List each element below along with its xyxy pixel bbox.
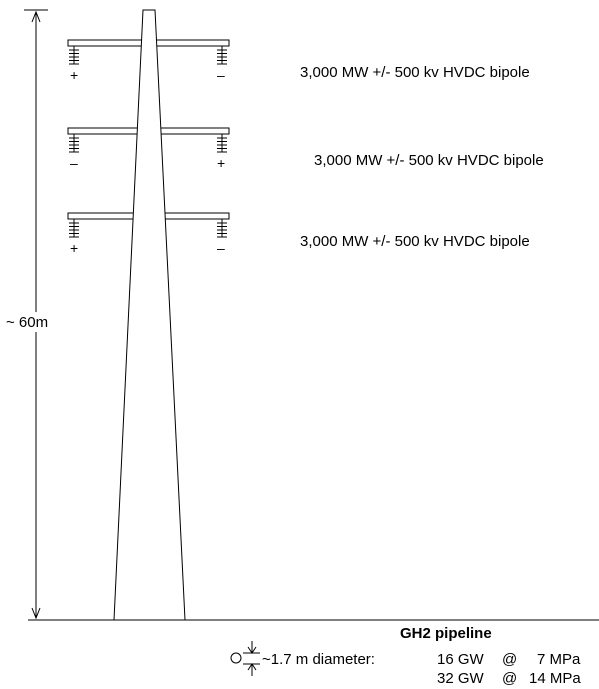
height-dimension: ~ 60m (4, 9, 66, 620)
crossarm-left (67, 127, 138, 135)
tower-mast (113, 9, 186, 621)
insulator-left (69, 134, 79, 153)
capacity-2-pressure: 14 MPa (529, 670, 581, 687)
crossarm-right (160, 127, 230, 135)
polarity-right: – (217, 240, 225, 256)
diameter-arrowhead-bottom (247, 663, 257, 671)
capacity-1-pressure: 7 MPa (537, 651, 581, 668)
circuit-labels: 3,000 MW +/- 500 kv HVDC bipole 3,000 MW… (300, 64, 544, 250)
capacity-2-at: @ (502, 670, 517, 687)
insulator-left (69, 46, 79, 65)
crossarms: + –– ++ – (67, 39, 230, 256)
polarity-left: – (70, 155, 78, 171)
height-label-bg (4, 312, 66, 332)
height-arrowhead-bottom (31, 607, 41, 620)
crossarm-3: + – (67, 212, 230, 256)
insulator-right (217, 219, 227, 238)
crossarm-left (67, 212, 134, 220)
insulator-right (217, 134, 227, 153)
crossarm-right (164, 212, 230, 220)
crossarm-2: – + (67, 127, 230, 171)
insulator-right (217, 46, 227, 65)
capacity-2-power: 32 GW (437, 670, 485, 687)
capacity-1-at: @ (502, 651, 517, 668)
circuit-label-3: 3,000 MW +/- 500 kv HVDC bipole (300, 233, 530, 250)
height-arrowhead-top (31, 10, 41, 23)
polarity-left: + (70, 240, 78, 256)
diameter-arrowhead-top (247, 646, 257, 654)
capacity-1-power: 16 GW (437, 651, 485, 668)
tower-structure (113, 9, 186, 621)
diameter-label: ~1.7 m diameter: (262, 651, 375, 668)
polarity-right: + (217, 155, 225, 171)
insulator-left (69, 219, 79, 238)
pipeline-circle-icon (230, 652, 242, 664)
circuit-label-1: 3,000 MW +/- 500 kv HVDC bipole (300, 64, 530, 81)
polarity-right: – (217, 67, 225, 83)
height-label: ~ 60m (6, 314, 48, 331)
crossarm-right (156, 39, 230, 47)
crossarm-1: + – (67, 39, 230, 83)
pipeline-section: GH2 pipeline ~1.7 m diameter: 16 GW @ 7 … (230, 625, 581, 687)
pipeline-title: GH2 pipeline (400, 625, 492, 642)
polarity-left: + (70, 67, 78, 83)
crossarm-left (67, 39, 142, 47)
circuit-label-2: 3,000 MW +/- 500 kv HVDC bipole (314, 152, 544, 169)
